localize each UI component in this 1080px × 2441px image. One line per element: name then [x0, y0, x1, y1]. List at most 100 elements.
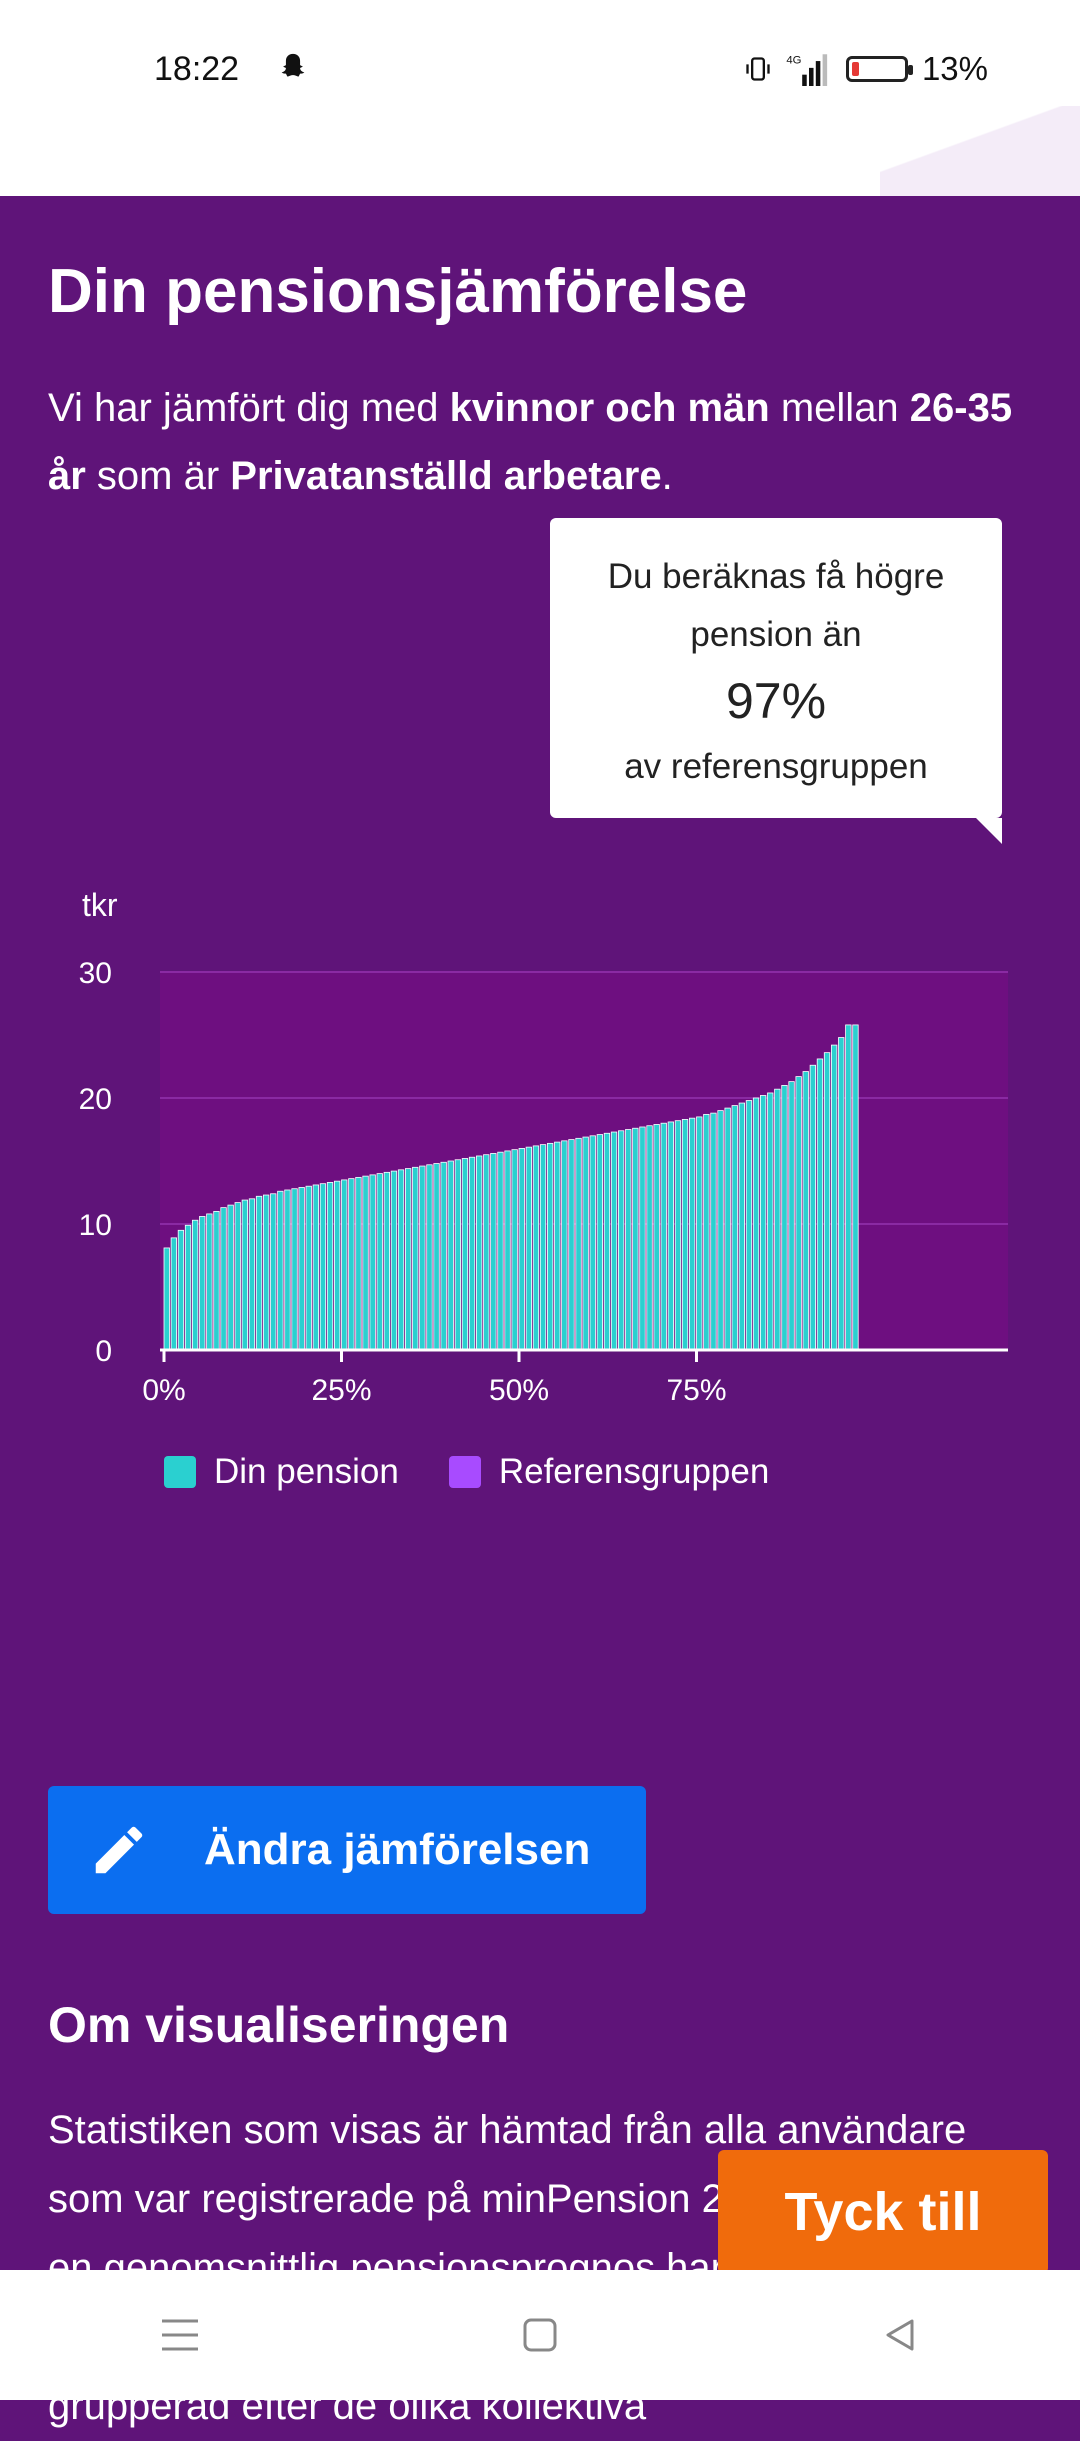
chart-bar — [653, 1124, 660, 1351]
chart-bar — [809, 1064, 816, 1351]
chart-bar — [646, 1125, 653, 1351]
y-axis-label: tkr — [82, 887, 118, 923]
legend-item-referensgruppen[interactable]: Referensgruppen — [448, 1452, 770, 1492]
chart-bar — [170, 1237, 178, 1351]
chart-bar — [511, 1149, 518, 1351]
tooltip-line4: av referensgruppen — [624, 747, 928, 786]
snapchat-icon — [281, 53, 305, 77]
chart-bar — [717, 1110, 724, 1351]
chart-bar — [696, 1116, 703, 1351]
nav-home-button[interactable] — [500, 2295, 580, 2375]
chart-bar — [781, 1085, 788, 1351]
pencil-icon — [95, 1826, 143, 1874]
chart-bar — [397, 1169, 405, 1351]
home-square-icon — [523, 2318, 557, 2352]
legend-swatch — [164, 1456, 196, 1488]
chart-bar — [213, 1211, 220, 1351]
status-time: 18:22 — [154, 50, 240, 88]
chart-bar — [603, 1132, 611, 1351]
chart-bar — [845, 1024, 852, 1351]
chart-bar — [625, 1129, 632, 1351]
chart-bar — [518, 1148, 525, 1351]
chart-bar — [724, 1107, 731, 1351]
chart-bar — [383, 1171, 391, 1351]
chart-bar — [745, 1100, 753, 1351]
chart-bar — [426, 1164, 433, 1351]
chart-bar — [475, 1155, 483, 1351]
nav-back-button[interactable] — [860, 2295, 940, 2375]
chart-bar — [163, 1247, 170, 1351]
chart-bar — [262, 1194, 270, 1351]
chart-bar — [490, 1153, 497, 1351]
chart-bar — [177, 1229, 185, 1351]
nav-menu-button[interactable] — [140, 2295, 220, 2375]
chart-bar — [504, 1150, 511, 1351]
chart-bar — [291, 1188, 298, 1351]
intro-part: som är — [85, 454, 231, 498]
page-title: Din pensionsjämförelse — [48, 257, 748, 326]
edit-comparison-button[interactable]: Ändra jämförelsen — [48, 1786, 646, 1914]
chart-bar — [483, 1154, 490, 1351]
chart-bar — [412, 1166, 419, 1351]
chart-bar — [348, 1178, 355, 1351]
chart-bar — [767, 1092, 774, 1351]
chart-bar — [589, 1135, 596, 1351]
vibrate-icon — [746, 57, 770, 81]
chart-svg: 0 10 20 30 tkr 0% 25% 50% 75% — [79, 887, 1008, 1407]
chart-bar — [234, 1202, 241, 1351]
chart-bar — [681, 1119, 689, 1351]
chart-bar — [390, 1170, 398, 1351]
chart-bar — [852, 1024, 859, 1351]
chart-bar — [795, 1076, 802, 1351]
chart-bar — [298, 1187, 305, 1351]
chart-bar — [461, 1158, 469, 1351]
chart-bar — [341, 1179, 348, 1351]
chart-bar — [241, 1199, 249, 1351]
chart-bar — [305, 1185, 312, 1351]
legend-label: Referensgruppen — [498, 1452, 770, 1491]
chart-bar — [433, 1163, 440, 1351]
chart-bar — [738, 1102, 745, 1351]
chart-bar — [816, 1058, 824, 1351]
back-triangle-icon — [886, 2319, 914, 2351]
x-tick-label: 0% — [142, 1374, 185, 1407]
chart-bar — [277, 1190, 284, 1351]
chart-bar — [618, 1130, 625, 1351]
chart-bar — [220, 1207, 227, 1351]
chart-bar — [184, 1224, 192, 1351]
y-tick-label: 0 — [95, 1335, 112, 1368]
chart-bar — [468, 1156, 476, 1351]
chart-bar — [319, 1183, 327, 1351]
chart-bar — [419, 1165, 426, 1351]
chart-bar — [802, 1071, 809, 1351]
tooltip-value: 97% — [725, 673, 827, 729]
chart-bar — [255, 1195, 263, 1351]
about-title: Om visualiseringen — [48, 1997, 510, 2053]
header-fragment — [0, 96, 1080, 196]
feedback-button[interactable]: Tyck till — [718, 2150, 1048, 2274]
network-label: 4G — [786, 54, 801, 66]
intro-occupation: Privatanställd arbetare — [230, 454, 662, 498]
chart-bar — [376, 1173, 383, 1351]
chart-bar — [823, 1052, 831, 1351]
chart-bar — [355, 1176, 362, 1351]
chart-bar — [404, 1168, 412, 1351]
chart-bar — [731, 1105, 738, 1351]
chart-bar — [674, 1120, 682, 1351]
pension-chart: 0 10 20 30 tkr 0% 25% 50% 75% Du beräknas få hög… — [0, 516, 1080, 1716]
chart-bar — [689, 1117, 696, 1351]
chart-bar — [831, 1044, 838, 1351]
intro-age: 26-35 år — [48, 386, 1013, 498]
edit-comparison-label: Ändra jämförelsen — [204, 1825, 591, 1874]
chart-bar — [752, 1097, 760, 1351]
chart-bar — [270, 1193, 277, 1351]
chart-bar — [596, 1134, 603, 1351]
legend-item-din-pension[interactable]: Din pension — [164, 1452, 399, 1492]
chart-bar — [610, 1131, 618, 1351]
system-nav-bar — [0, 2270, 1080, 2400]
y-tick-label: 20 — [79, 1083, 112, 1116]
chart-bar — [454, 1159, 462, 1351]
x-tick-label: 25% — [311, 1374, 371, 1407]
x-tick-label: 75% — [666, 1374, 726, 1407]
y-tick-label: 30 — [79, 957, 112, 990]
